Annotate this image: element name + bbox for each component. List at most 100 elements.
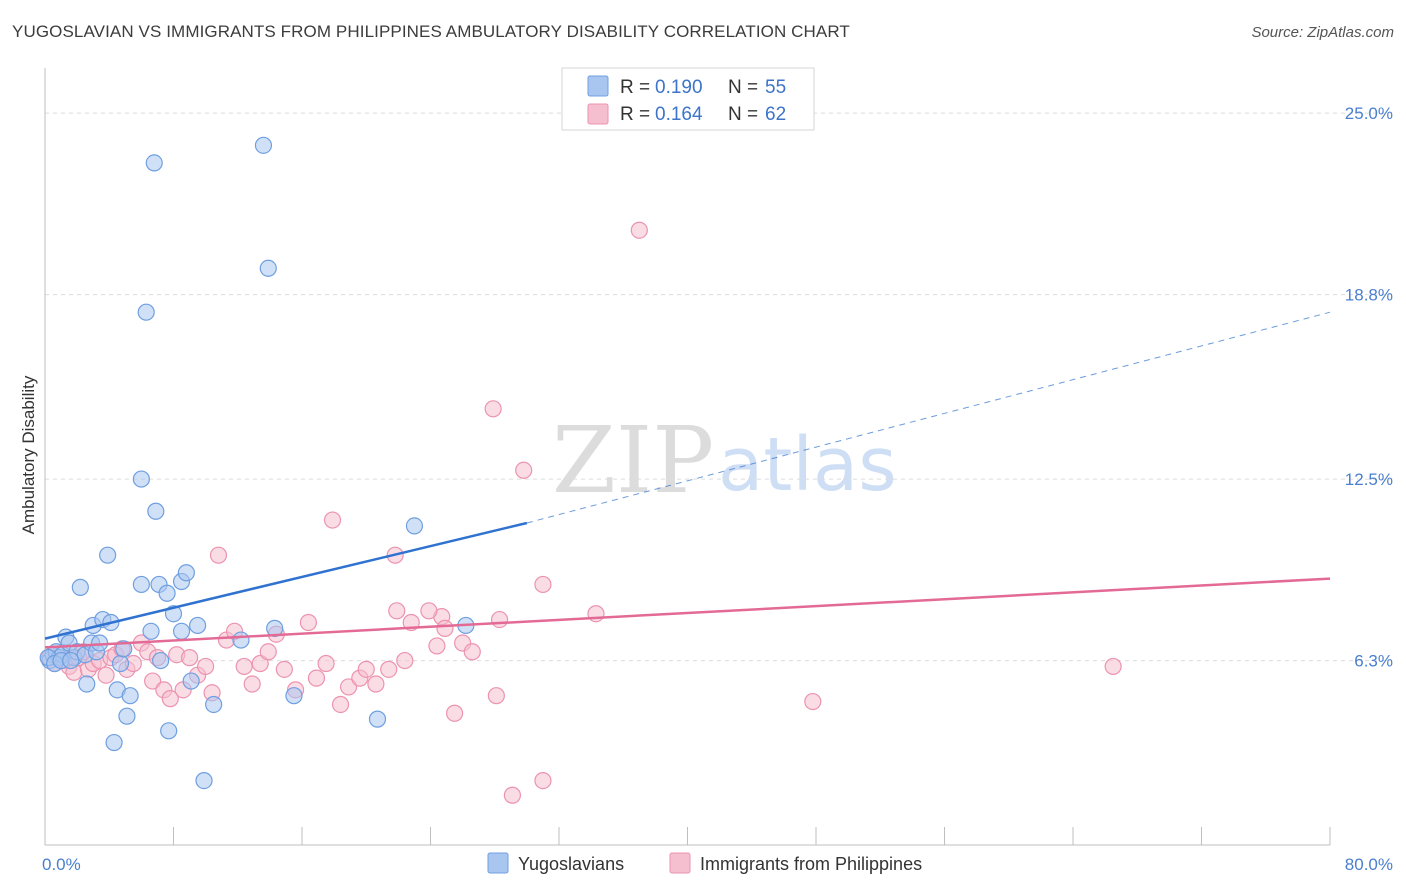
legend-r-label-2: R =	[620, 104, 650, 125]
yugoslavians-point-34	[160, 722, 178, 740]
yugoslavians-point-39	[182, 672, 200, 690]
philippines-point-53	[428, 637, 446, 655]
yugoslavians-point-22	[115, 640, 133, 658]
legend-r-value-2: 0.164	[655, 104, 703, 125]
source-label: Source: ZipAtlas.com	[1251, 24, 1394, 41]
philippines-point-56	[445, 704, 464, 722]
yugoslavians-point-28	[142, 622, 160, 640]
x-tick-label-max: 80.0%	[1345, 855, 1393, 874]
legend-r-label-1: R =	[620, 77, 650, 98]
philippines-point-50	[388, 602, 406, 620]
philippines-point-32	[235, 657, 253, 676]
philippines-point-51	[396, 651, 414, 670]
yugoslavians-point-23	[118, 707, 136, 725]
yugoslavians-point-44	[254, 136, 273, 154]
yugoslavians-point-26	[132, 575, 150, 594]
y-axis-title: Ambulatory Disability	[19, 375, 38, 534]
bottom-legend-swatch-philippines	[669, 852, 691, 874]
philippines-point-48	[380, 660, 398, 678]
legend-n-label-2: N =	[728, 104, 758, 125]
legend-n-label-1: N =	[728, 77, 758, 98]
yugoslavians-point-33	[158, 584, 176, 602]
x-tick-label-min: 0.0%	[42, 855, 81, 874]
yugoslavians-point-38	[177, 564, 195, 582]
watermark-atlas: atlas	[718, 422, 897, 508]
yugoslavians-point-29	[145, 154, 163, 172]
philippines-point-67	[804, 692, 822, 711]
bottom-legend: Yugoslavians Immigrants from Philippines	[487, 852, 922, 874]
yugoslavians-point-42	[205, 695, 223, 714]
legend: R = 0.190 N = 55 R = 0.164 N = 62	[561, 67, 815, 131]
yugoslavians-point-24	[121, 687, 139, 705]
philippines-point-22	[161, 690, 179, 708]
yugoslavians-point-27	[137, 303, 155, 321]
trendline-philippines	[44, 577, 1331, 649]
yugoslavians-point-45	[259, 259, 277, 277]
philippines-point-42	[323, 511, 342, 529]
philippines-point-34	[251, 654, 269, 673]
y-tick-label-0: 6.3%	[1354, 652, 1393, 671]
philippines-point-55	[436, 619, 454, 637]
philippines-point-40	[307, 669, 326, 687]
philippines-point-39	[299, 613, 318, 632]
yugoslavians-point-49	[405, 517, 424, 535]
bottom-legend-swatch-yugoslavians	[487, 852, 509, 874]
philippines-point-33	[243, 675, 261, 693]
philippines-point-29	[209, 546, 228, 564]
yugoslavians-point-37	[172, 622, 191, 640]
yugoslavians-point-30	[147, 502, 165, 520]
yugoslavians-point-47	[285, 687, 303, 705]
yugoslavians-point-41	[195, 771, 213, 790]
y-tick-label-2: 18.8%	[1345, 286, 1393, 305]
philippines-point-63	[534, 771, 552, 790]
x-tick-labels: 0.0% 80.0%	[42, 855, 1393, 874]
y-tick-label-3: 25.0%	[1345, 104, 1393, 123]
yugoslavians-point-48	[368, 710, 387, 728]
bottom-legend-label-yugoslavians: Yugoslavians	[518, 854, 624, 874]
philippines-point-47	[367, 675, 385, 693]
legend-n-value-2: 62	[765, 104, 786, 125]
trendline-yugoslavians	[44, 521, 528, 640]
philippines-point-61	[503, 786, 522, 804]
gridlines	[45, 112, 1392, 662]
yugoslavians-point-25	[132, 470, 150, 488]
axes	[44, 68, 1331, 846]
legend-r-value-1: 0.190	[655, 77, 703, 98]
yugoslavians-point-21	[111, 654, 130, 673]
philippines-point-11	[97, 666, 115, 684]
philippines-point-64	[534, 575, 552, 594]
legend-n-value-1: 55	[765, 77, 786, 98]
chart-title: YUGOSLAVIAN VS IMMIGRANTS FROM PHILIPPIN…	[12, 22, 850, 41]
yugoslavians-point-54	[62, 651, 80, 670]
bottom-legend-label-philippines: Immigrants from Philippines	[700, 854, 922, 874]
yugoslavians-point-17	[99, 546, 117, 564]
philippines-point-43	[331, 695, 350, 714]
philippines-point-41	[317, 654, 335, 673]
philippines-point-69	[420, 602, 438, 620]
y-tick-label-1: 12.5%	[1345, 470, 1393, 489]
philippines-point-60	[487, 687, 505, 705]
yugoslavians-point-46	[266, 619, 284, 637]
yugoslavians-point-11	[78, 675, 96, 693]
y-tick-labels: 6.3% 12.5% 18.8% 25.0%	[1345, 104, 1393, 670]
philippines-point-25	[180, 649, 199, 667]
philippines-point-58	[463, 643, 481, 661]
philippines-point-27	[197, 657, 215, 676]
philippines-point-59	[484, 400, 502, 418]
yugoslavians-point-32	[152, 651, 170, 670]
philippines-point-62	[515, 461, 533, 479]
trendlines	[44, 311, 1331, 649]
yugoslavians-point-40	[188, 616, 207, 635]
philippines-point-70	[490, 610, 509, 629]
yugoslavians-point-43	[232, 631, 250, 649]
philippines-point-68	[1104, 657, 1122, 676]
yugoslavians-point-9	[71, 578, 89, 596]
watermark: ZIP atlas	[552, 407, 897, 514]
philippines-point-37	[275, 660, 293, 678]
legend-swatch-philippines	[587, 103, 609, 125]
legend-swatch-yugoslavians	[587, 75, 609, 97]
watermark-zip: ZIP	[552, 407, 714, 514]
philippines-point-44	[339, 678, 358, 696]
yugoslavians-point-19	[105, 733, 123, 752]
